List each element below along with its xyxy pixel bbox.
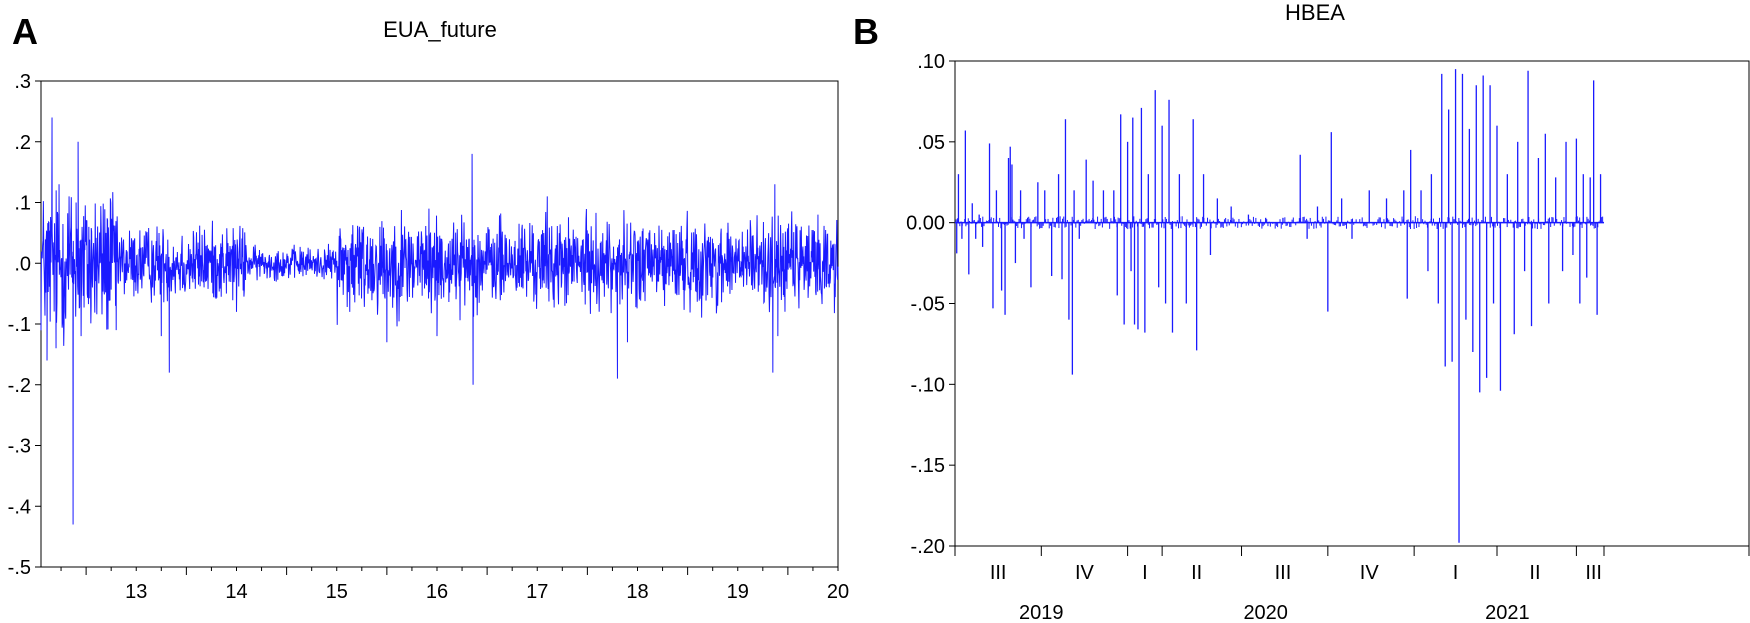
y-tick-label: -.2 (8, 375, 31, 397)
year-label: 2019 (1019, 602, 1064, 623)
chart-panel-b: B HBEA .10.050.00-.05-.10-.15-.20 III IV I… (853, 0, 1750, 623)
y-tick-label: .05 (917, 132, 945, 154)
year-label: 2021 (1485, 602, 1530, 623)
x-tick-label: 19 (727, 581, 749, 603)
y-tick-label: -.3 (8, 436, 31, 458)
x-tick-label: 13 (125, 581, 147, 603)
quarter-label: I (1142, 562, 1148, 584)
chart-title-b: HBEA (1285, 0, 1345, 25)
x-tick-label: 15 (326, 581, 348, 603)
quarter-label: III (1275, 562, 1292, 584)
year-label: 2020 (1243, 602, 1288, 623)
x-tick-label: 14 (225, 581, 247, 603)
y-tick-label: .0 (14, 253, 31, 275)
x-tick-label: 20 (827, 581, 849, 603)
y-axis-b: .10 .05 0.00 -.05 -.10 -.15 -.20 (906, 51, 955, 558)
series-eua-future (40, 117, 839, 525)
y-tick-label: .3 (14, 71, 31, 93)
quarter-label: II (1529, 562, 1540, 584)
x-tick-label: 18 (626, 581, 648, 603)
series-line (40, 117, 839, 525)
y-tick-label: -.15 (911, 455, 945, 477)
y-tick-label: -.10 (911, 374, 945, 396)
y-tick-label: 0.00 (906, 213, 945, 235)
quarter-label: IV (1360, 562, 1380, 584)
quarter-label: IV (1075, 562, 1095, 584)
y-tick-label: .2 (14, 132, 31, 154)
x-tick-label: 17 (526, 581, 548, 603)
quarter-label: II (1191, 562, 1202, 584)
y-tick-label: -.1 (8, 314, 31, 336)
quarter-label: III (990, 562, 1007, 584)
panel-label-a: A (12, 11, 38, 52)
chart-title-a: EUA_future (383, 17, 497, 42)
chart-panel-a: A EUA_future .3.2.1.0-.1-.2-.3-.4-.5 13 1… (8, 11, 849, 603)
x-axis-a: 13 14 15 16 17 18 19 20 (60, 567, 849, 603)
x-tick-label: 16 (426, 581, 448, 603)
plot-frame-a (40, 80, 839, 568)
y-tick-label: -.4 (8, 496, 31, 518)
y-tick-label: -.05 (911, 294, 945, 316)
series-hbea (954, 69, 1605, 543)
y-tick-label: .1 (14, 193, 31, 215)
quarter-label: III (1585, 562, 1602, 584)
quarter-label: I (1453, 562, 1459, 584)
panel-label-b: B (853, 11, 879, 52)
y-tick-label: .10 (917, 51, 945, 73)
y-tick-label: -.20 (911, 536, 945, 558)
y-axis-a: .3 .2 .1 .0 -.1 -.2 -.3 -.4 -.5 (8, 71, 41, 579)
y-tick-label: -.5 (8, 557, 31, 579)
plot-frame-b (954, 60, 1750, 547)
